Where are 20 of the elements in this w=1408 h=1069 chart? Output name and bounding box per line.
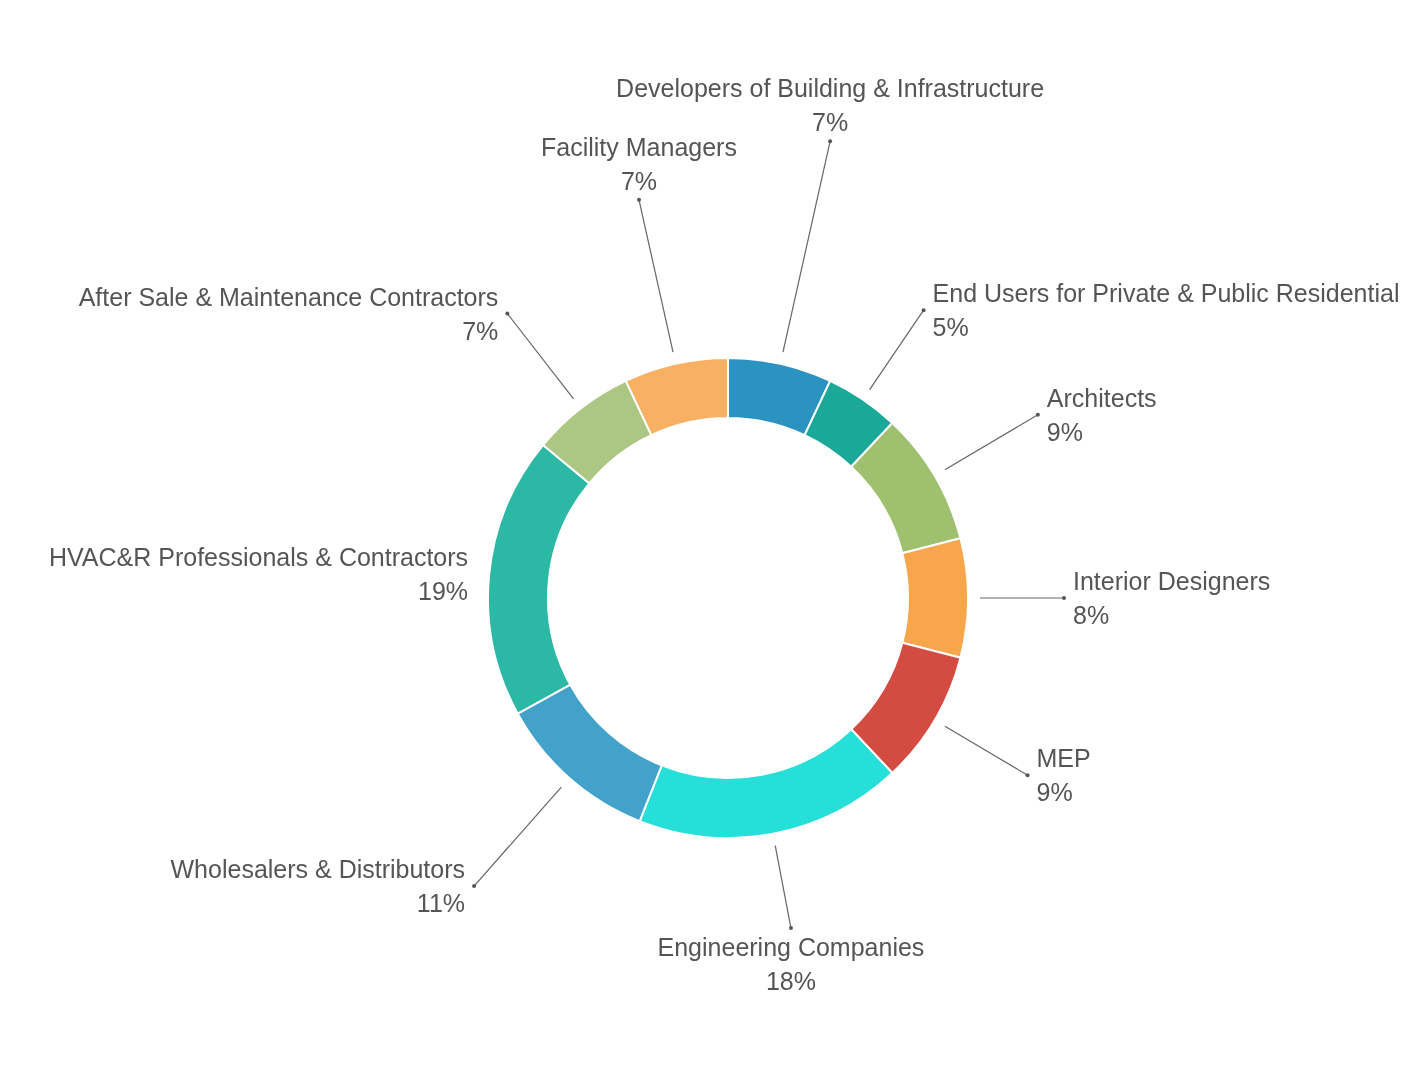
data-label: 18%	[765, 967, 816, 996]
data-label: 9%	[1046, 417, 1084, 446]
slice-label: HVAC&R Professionals & Contractors	[48, 543, 469, 572]
slice-label: MEP	[1036, 744, 1091, 773]
data-label: 7%	[620, 166, 658, 195]
data-label: 19%	[418, 577, 469, 606]
slice-label: End Users for Private & Public Residential	[932, 279, 1400, 308]
slice-label: After Sale & Maintenance Contractors	[78, 282, 499, 311]
data-label: 9%	[1036, 778, 1073, 807]
slice-label: Architects	[1046, 383, 1157, 412]
slice-label: Developers of Building & Infrastructure	[616, 74, 1045, 103]
slice-label: Facility Managers	[541, 132, 737, 161]
data-label: 7%	[462, 316, 499, 345]
slice-label: Wholesalers & Distributors	[170, 855, 466, 884]
data-label: 5%	[932, 313, 969, 342]
slice-label: Interior Designers	[1073, 567, 1271, 595]
slice-label: Engineering Companies	[657, 933, 925, 962]
data-label: 11%	[416, 889, 466, 918]
data-label: 8%	[1073, 601, 1110, 629]
data-label: 7%	[812, 108, 849, 137]
